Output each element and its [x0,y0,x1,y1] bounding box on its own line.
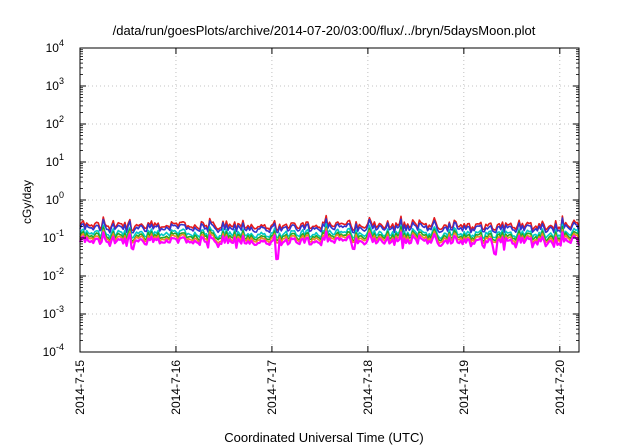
grid [80,48,579,352]
y-tick-label: 10-1 [43,228,64,245]
series-line [79,227,580,245]
x-tick-label: 2014-7-17 [265,360,279,415]
x-tick-label: 2014-7-15 [73,360,87,415]
x-tick-label: 2014-7-16 [169,360,183,415]
y-tick-label: 101 [46,152,64,169]
y-tick-label: 10-2 [43,266,64,283]
series-line [78,230,581,261]
y-tick-label: 103 [46,76,64,93]
series-line [79,217,580,234]
series-group [78,214,581,261]
x-tick-label: 2014-7-18 [361,360,375,415]
series-line [79,214,580,232]
y-tick-label: 10-4 [43,342,64,359]
x-axis: 2014-7-15 2014-7-16 2014-7-17 2014-7-18 2014… [73,48,567,415]
chart-title: /data/run/goesPlots/archive/2014-07-20/0… [113,23,536,38]
x-tick-label: 2014-7-19 [457,360,471,415]
y-tick-label: 10-3 [43,304,64,321]
y-axis-label: cGy/day [20,180,34,224]
x-axis-label: Coordinated Universal Time (UTC) [224,430,423,445]
series-line [79,223,580,240]
y-axis: 104 103 102 101 100 10-1 10-2 10-3 10-4 [43,38,579,359]
y-tick-label: 102 [46,114,64,131]
y-tick-label: 104 [46,38,64,55]
y-tick-label: 100 [46,190,64,207]
x-tick-label: 2014-7-20 [553,360,567,415]
